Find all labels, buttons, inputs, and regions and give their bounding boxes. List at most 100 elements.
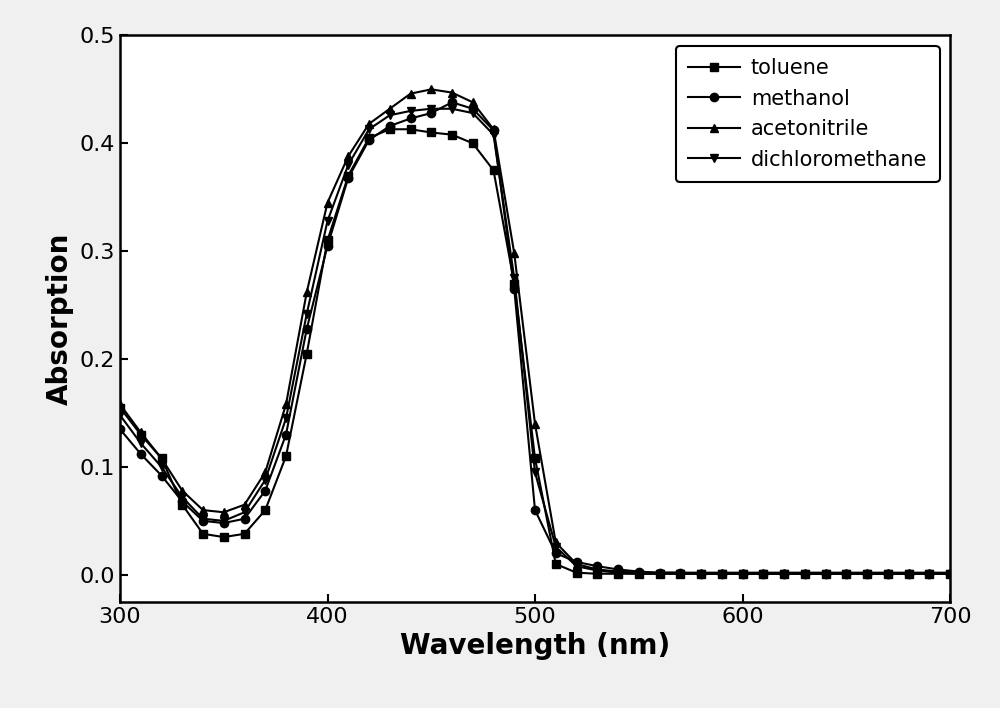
acetonitrile [322,198,334,207]
toluene [903,569,915,578]
acetonitrile [944,569,956,577]
acetonitrile [570,560,582,569]
toluene [654,569,666,578]
dichloromethane [488,130,500,139]
Line: dichloromethane: dichloromethane [116,105,954,578]
methanol [156,472,168,480]
methanol [384,122,396,130]
methanol [529,506,541,514]
toluene [363,134,375,142]
dichloromethane [633,569,645,578]
dichloromethane [280,414,292,423]
methanol [197,517,209,525]
methanol [674,569,686,577]
methanol [176,497,188,506]
dichloromethane [736,569,748,578]
acetonitrile [218,508,230,517]
toluene [425,128,437,137]
toluene [591,569,603,578]
toluene [508,279,520,287]
dichloromethane [799,569,811,578]
dichloromethane [259,476,271,484]
toluene [405,125,417,134]
methanol [903,569,915,578]
Y-axis label: Absorption: Absorption [46,232,74,405]
toluene [570,569,582,577]
acetonitrile [384,105,396,113]
acetonitrile [757,569,769,577]
methanol [778,569,790,578]
toluene [820,569,832,578]
dichloromethane [695,569,707,578]
acetonitrile [197,506,209,514]
methanol [736,569,748,578]
methanol [135,450,147,458]
dichloromethane [322,217,334,225]
toluene [840,569,852,578]
dichloromethane [239,508,251,517]
acetonitrile [280,400,292,409]
dichloromethane [550,542,562,551]
dichloromethane [446,105,458,113]
acetonitrile [695,569,707,577]
acetonitrile [799,569,811,577]
acetonitrile [508,249,520,258]
methanol [633,567,645,576]
toluene [218,533,230,542]
toluene [716,569,728,578]
toluene [135,430,147,439]
dichloromethane [778,569,790,578]
dichloromethane [529,468,541,476]
methanol [612,565,624,573]
acetonitrile [467,98,479,106]
methanol [322,241,334,250]
methanol [944,569,956,578]
methanol [425,109,437,118]
methanol [695,569,707,578]
methanol [654,569,666,577]
dichloromethane [508,274,520,282]
toluene [342,171,354,180]
methanol [508,285,520,293]
Line: methanol: methanol [116,98,954,578]
toluene [674,569,686,578]
acetonitrile [674,569,686,577]
acetonitrile [259,468,271,476]
acetonitrile [633,569,645,577]
methanol [280,430,292,439]
acetonitrile [840,569,852,577]
dichloromethane [156,463,168,472]
toluene [176,501,188,509]
dichloromethane [757,569,769,578]
methanol [840,569,852,578]
dichloromethane [923,569,935,578]
acetonitrile [135,428,147,437]
acetonitrile [176,486,188,495]
methanol [882,569,894,578]
methanol [757,569,769,578]
methanol [405,114,417,122]
dichloromethane [861,569,873,578]
dichloromethane [840,569,852,578]
methanol [488,126,500,135]
acetonitrile [591,565,603,573]
methanol [218,519,230,527]
toluene [695,569,707,578]
Line: toluene: toluene [116,125,954,578]
acetonitrile [425,85,437,93]
toluene [197,530,209,538]
toluene [861,569,873,578]
methanol [467,105,479,113]
toluene [778,569,790,578]
toluene [488,166,500,174]
methanol [861,569,873,578]
dichloromethane [903,569,915,578]
methanol [923,569,935,578]
acetonitrile [903,569,915,577]
toluene [757,569,769,578]
dichloromethane [612,569,624,577]
dichloromethane [114,411,126,419]
acetonitrile [716,569,728,577]
dichloromethane [654,569,666,578]
dichloromethane [363,125,375,134]
